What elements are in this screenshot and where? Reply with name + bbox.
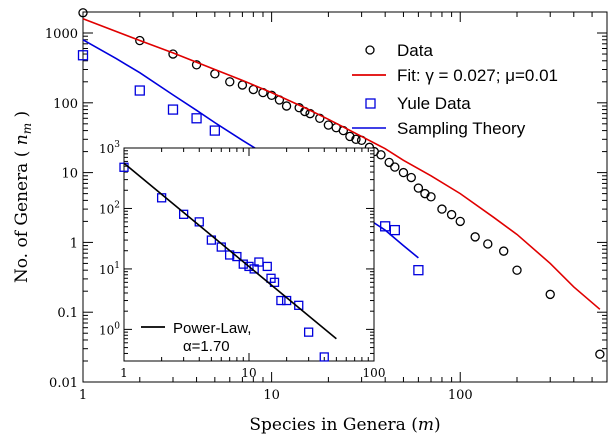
inset-x-tick-label: 100 <box>363 366 386 380</box>
main-yule-point <box>191 113 202 124</box>
x-axis-title: Species in Genera (m) <box>249 415 440 435</box>
main-data-point <box>135 35 145 46</box>
main-x-tick-label: 10 <box>263 388 280 403</box>
legend-label-data: Data <box>397 41 433 60</box>
inset-series <box>119 162 337 362</box>
main-data-point <box>406 172 416 183</box>
main-data-point <box>545 289 555 300</box>
main-data-point <box>498 246 509 256</box>
main-y-tick-label: 0.1 <box>57 306 78 321</box>
main-yule-point <box>389 224 400 236</box>
inset-tick-labels: 1 10 100 100 101 102 103 <box>99 140 385 380</box>
main-data-point <box>323 120 334 130</box>
main-data-point <box>426 192 436 202</box>
main-legend: Data Fit: γ = 0.027; μ=0.01 Yule Data Sa… <box>352 41 558 138</box>
inset-yule-point <box>249 264 259 274</box>
inset-legend: Power-Law, α=1.70 <box>141 320 251 355</box>
main-yule-point <box>77 50 89 61</box>
main-tick-labels: 1 10 100 0.01 0.1 1 10 100 1000 <box>45 27 473 403</box>
inset-background <box>124 148 374 361</box>
main-data-point <box>345 131 355 142</box>
main-yule-point <box>413 265 424 276</box>
inset-yule-point <box>262 261 272 272</box>
main-data-point <box>225 77 235 87</box>
inset-y-tick-label: 100 <box>99 321 120 337</box>
inset-yule-point <box>244 261 254 272</box>
main-series-line-1 <box>82 18 601 310</box>
main-data-point <box>455 216 465 227</box>
inset-chart: 1 10 100 100 101 102 103 Power-Law, α=1.70 <box>99 140 385 380</box>
inset-ticks <box>123 147 375 362</box>
main-data-point <box>398 167 409 178</box>
inset-yule-point <box>178 209 189 219</box>
legend-label-fit: Fit: γ = 0.027; μ=0.01 <box>397 66 558 85</box>
main-data-point <box>376 150 386 160</box>
main-data-point <box>446 209 457 220</box>
inset-legend-label-line1: Power-Law, <box>173 320 251 337</box>
main-y-tick-label: 1 <box>70 236 78 251</box>
main-data-point <box>390 162 400 172</box>
main-yule-point <box>167 104 179 115</box>
inset-yule-point <box>232 251 242 262</box>
main-data-point <box>437 204 447 214</box>
main-y-tick-label: 0.01 <box>49 376 78 391</box>
main-data-point <box>483 239 493 249</box>
y-axis-title: No. of Genera ( nm ) <box>12 111 34 283</box>
main-y-tick-label: 1000 <box>45 27 78 42</box>
main-ticks <box>82 11 608 383</box>
legend-marker-data <box>365 45 375 55</box>
inset-y-tick-label: 103 <box>99 140 120 156</box>
inset-x-tick-label: 1 <box>120 366 128 380</box>
main-plot-frame <box>82 11 608 383</box>
inset-series-line-1 <box>123 162 337 340</box>
inset-yule-point <box>303 327 314 337</box>
legend-marker-yule <box>365 98 376 109</box>
inset-yule-point <box>319 352 329 362</box>
main-data-point <box>595 349 605 359</box>
main-data-point <box>512 265 522 275</box>
inset-legend-label-line2: α=1.70 <box>183 338 230 355</box>
main-data-point <box>413 183 424 193</box>
inset-yule-point <box>269 277 280 287</box>
legend-label-yule: Yule Data <box>397 94 471 113</box>
main-y-tick-label: 10 <box>61 167 78 182</box>
inset-y-tick-label: 102 <box>99 200 120 216</box>
main-data-point <box>351 134 361 145</box>
legend-label-sampling: Sampling Theory <box>397 119 526 138</box>
main-x-tick-label: 100 <box>448 388 473 403</box>
main-data-point <box>78 8 88 18</box>
main-y-tick-label: 100 <box>53 97 78 112</box>
main-x-tick-label: 1 <box>79 388 87 403</box>
main-data-point <box>384 157 394 168</box>
inset-y-tick-label: 101 <box>99 261 120 277</box>
main-data-point <box>470 232 480 242</box>
inset-yule-point <box>276 295 286 306</box>
main-yule-point <box>209 125 220 136</box>
main-data-point <box>281 101 292 111</box>
main-yule-point <box>134 85 145 96</box>
inset-x-tick-label: 10 <box>241 366 256 380</box>
main-data-point <box>191 60 202 70</box>
